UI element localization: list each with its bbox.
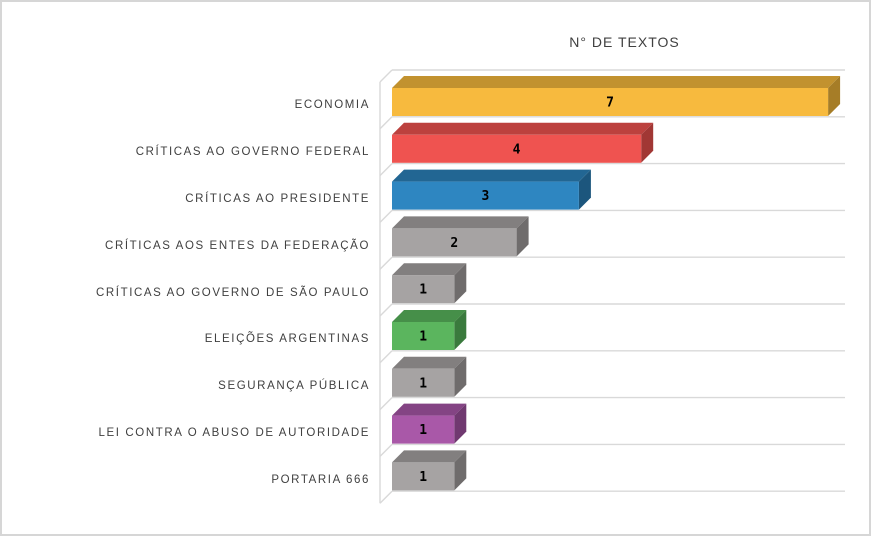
- depth-tick: [379, 443, 393, 457]
- depth-tick: [379, 69, 393, 83]
- category-label-eleicoes-argentinas: ELEIÇÕES ARGENTINAS: [204, 333, 370, 346]
- data-label: 2: [450, 236, 458, 251]
- bar-lei-contra-o-abuso-de-autoridade-top-face: [392, 403, 467, 416]
- depth-tick: [379, 397, 393, 411]
- bar-criticas-ao-governo-federal-top-face: [392, 122, 654, 135]
- bar-lei-contra-o-abuso-de-autoridade-side-face: [454, 403, 467, 444]
- bar-criticas-ao-presidente: [392, 181, 579, 210]
- bar-portaria-666-side-face: [454, 450, 467, 491]
- bar-economia: [392, 88, 829, 116]
- bar-seguranca-publica-side-face: [454, 356, 467, 397]
- depth-tick: [379, 490, 393, 504]
- category-label-criticas-ao-governo-de-sao-paulo: CRÍTICAS AO GOVERNO DE SÃO PAULO: [95, 286, 370, 299]
- bar-criticas-ao-governo-de-sao-paulo-side-face: [454, 263, 467, 304]
- category-label-lei-contra-o-abuso-de-autoridade: LEI CONTRA O ABUSO DE AUTORIDADE: [98, 427, 370, 439]
- bar-lei-contra-o-abuso-de-autoridade: [392, 415, 455, 444]
- bar-criticas-aos-entes-da-federacao: [392, 228, 517, 257]
- category-label-economia: ECONOMIA: [294, 99, 370, 112]
- category-label-portaria-666: PORTARIA 666: [271, 473, 370, 486]
- data-label: 1: [419, 470, 427, 485]
- bar-seguranca-publica-top-face: [392, 356, 467, 369]
- bar-economia-top-face: [392, 76, 841, 88]
- chart-title: N° DE TEXTOS: [569, 34, 680, 50]
- bar-eleicoes-argentinas-side-face: [454, 310, 467, 350]
- data-label: 1: [419, 423, 427, 438]
- bar-portaria-666-top-face: [392, 450, 467, 463]
- data-label: 4: [513, 142, 521, 157]
- data-label: 7: [606, 96, 614, 111]
- bar-criticas-ao-governo-federal-side-face: [641, 122, 654, 163]
- bar-criticas-ao-governo-de-sao-paulo: [392, 275, 455, 304]
- bar-eleicoes-argentinas-top-face: [392, 310, 467, 322]
- depth-tick: [379, 116, 393, 130]
- data-label: 1: [419, 376, 427, 391]
- bar-criticas-ao-governo-de-sao-paulo-top-face: [392, 263, 467, 276]
- bar-eleicoes-argentinas: [392, 322, 455, 350]
- depth-tick: [379, 256, 393, 270]
- category-label-criticas-ao-presidente: CRÍTICAS AO PRESIDENTE: [185, 193, 370, 205]
- bar-criticas-aos-entes-da-federacao-top-face: [392, 216, 529, 229]
- bar-economia-side-face: [828, 76, 841, 116]
- data-label: 3: [482, 189, 490, 204]
- bar-criticas-aos-entes-da-federacao-side-face: [516, 216, 529, 257]
- depth-tick: [379, 163, 393, 177]
- category-label-criticas-aos-entes-da-federacao: CRÍTICAS AOS ENTES DA FEDERAÇÃO: [105, 239, 370, 252]
- depth-tick: [379, 303, 393, 317]
- bar-criticas-ao-governo-federal: [392, 134, 642, 163]
- bar-criticas-ao-presidente-top-face: [392, 169, 591, 182]
- depth-tick: [379, 350, 393, 364]
- bar-portaria-666: [392, 462, 455, 491]
- data-label: 1: [419, 283, 427, 298]
- depth-tick: [379, 209, 393, 223]
- data-label: 1: [419, 330, 427, 345]
- category-label-criticas-ao-governo-federal: CRÍTICAS AO GOVERNO FEDERAL: [135, 146, 370, 159]
- category-label-seguranca-publica: SEGURANÇA PÚBLICA: [218, 380, 370, 393]
- bar-criticas-ao-presidente-side-face: [578, 169, 591, 210]
- bar-seguranca-publica: [392, 368, 455, 397]
